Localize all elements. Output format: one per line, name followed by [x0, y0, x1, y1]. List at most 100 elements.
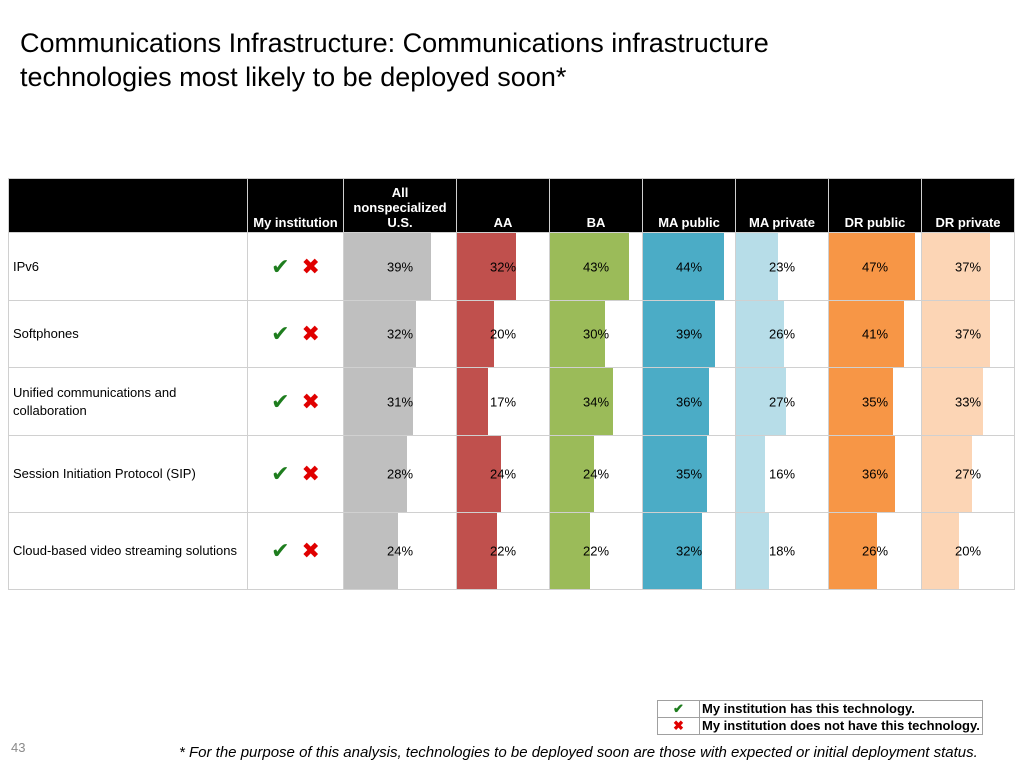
bar	[922, 233, 991, 300]
bar	[344, 368, 414, 435]
bar	[643, 436, 708, 512]
data-label: 36%	[675, 394, 703, 409]
bar	[550, 301, 606, 367]
page-number: 43	[11, 740, 26, 755]
my-institution-cell: ✔ ✖	[247, 367, 344, 436]
bar-cell: 34%	[549, 367, 643, 436]
my-institution-cell: ✔ ✖	[247, 300, 344, 368]
data-label: 31%	[386, 394, 414, 409]
bar	[550, 513, 591, 589]
series-header: MA private	[735, 178, 829, 233]
check-icon[interactable]: ✔	[271, 388, 290, 414]
bar-cell: 24%	[456, 435, 550, 513]
data-label: 47%	[861, 259, 889, 274]
bar-cell: 30%	[549, 300, 643, 368]
data-label: 35%	[675, 466, 703, 482]
legend: ✔ My institution has this technology. ✖ …	[657, 700, 983, 735]
check-icon[interactable]: ✔	[271, 461, 290, 486]
cross-icon[interactable]: ✖	[301, 321, 320, 346]
data-label: 39%	[386, 259, 414, 274]
all-us-header-line3: U.S.	[387, 215, 413, 230]
data-label: 39%	[675, 326, 703, 342]
data-label: 27%	[954, 466, 982, 482]
bar-cell: 43%	[549, 232, 643, 301]
category-header	[8, 178, 248, 233]
bar-cell: 22%	[456, 512, 550, 590]
legend-row-not-has: ✖ My institution does not have this tech…	[657, 717, 983, 735]
data-label: 32%	[675, 543, 703, 559]
bar-cell: 27%	[735, 367, 829, 436]
bar	[457, 301, 494, 367]
bar-cell: 26%	[735, 300, 829, 368]
bar-cell: 35%	[828, 367, 922, 436]
bar	[457, 368, 489, 435]
bar-cell: 23%	[735, 232, 829, 301]
bar-cell: 33%	[921, 367, 1015, 436]
cross-icon[interactable]: ✖	[301, 538, 320, 563]
data-label: 17%	[489, 394, 517, 409]
table-header-row: My institution All nonspecialized U.S. A…	[8, 178, 1015, 233]
my-institution-cell: ✔ ✖	[247, 435, 344, 513]
bar	[643, 368, 710, 435]
check-icon[interactable]: ✔	[271, 321, 290, 346]
bar-cell: 36%	[642, 367, 736, 436]
data-label: 43%	[582, 259, 610, 274]
bar-cell: 31%	[343, 367, 457, 436]
check-icon[interactable]: ✔	[271, 538, 290, 563]
bar-cell: 17%	[456, 367, 550, 436]
bar	[829, 301, 905, 367]
bar	[550, 436, 595, 512]
legend-not-has-label: My institution does not have this techno…	[699, 717, 983, 735]
data-label: 28%	[386, 466, 414, 482]
bar	[829, 513, 877, 589]
cross-icon[interactable]: ✖	[301, 388, 320, 414]
bar	[922, 436, 972, 512]
legend-cross-cell: ✖	[657, 717, 700, 735]
my-institution-header: My institution	[247, 178, 344, 233]
data-label: 24%	[582, 466, 610, 482]
bar	[457, 513, 498, 589]
check-icon[interactable]: ✔	[271, 253, 290, 279]
bar-cell: 18%	[735, 512, 829, 590]
bar-cell: 20%	[456, 300, 550, 368]
bar	[829, 233, 916, 300]
table-row: IPv6 ✔ ✖ 39% 32% 43% 44% 23% 47% 37%	[8, 232, 1015, 301]
page-title: Communications Infrastructure: Communica…	[20, 28, 769, 92]
cross-icon[interactable]: ✖	[301, 253, 320, 279]
bar	[736, 368, 786, 435]
category-label: Cloud-based video streaming solutions	[8, 512, 248, 590]
bar	[736, 233, 779, 300]
all-us-header-line1: All	[391, 185, 409, 200]
table-row: Cloud-based video streaming solutions ✔ ✖ 2…	[8, 512, 1015, 590]
bar-cell: 27%	[921, 435, 1015, 513]
bar	[922, 513, 959, 589]
data-label: 30%	[582, 326, 610, 342]
bar-cell: 37%	[921, 300, 1015, 368]
data-label: 44%	[675, 259, 703, 274]
my-institution-cell: ✔ ✖	[247, 512, 344, 590]
legend-row-has: ✔ My institution has this technology.	[657, 700, 983, 718]
bar-cell: 28%	[343, 435, 457, 513]
table-row: Unified communications and collaboration…	[8, 367, 1015, 436]
cross-icon: ✖	[673, 718, 684, 733]
legend-check-cell: ✔	[657, 700, 700, 718]
data-label: 22%	[489, 543, 517, 559]
data-label: 36%	[861, 466, 889, 482]
bar-cell: 26%	[828, 512, 922, 590]
data-label: 24%	[386, 543, 414, 559]
data-label: 20%	[954, 543, 982, 559]
data-label: 16%	[768, 466, 796, 482]
check-icon: ✔	[673, 701, 684, 716]
bar-cell: 32%	[642, 512, 736, 590]
table-row: Softphones ✔ ✖ 32% 20% 30% 39% 26% 41% 37%	[8, 300, 1015, 368]
bar-cell: 24%	[549, 435, 643, 513]
all-us-header-line2: nonspecialized	[353, 200, 447, 215]
all-us-header: All nonspecialized U.S.	[343, 178, 457, 233]
cross-icon[interactable]: ✖	[301, 461, 320, 486]
technology-table: My institution All nonspecialized U.S. A…	[8, 178, 1015, 590]
table-row: Session Initiation Protocol (SIP) ✔ ✖ 28% 24…	[8, 435, 1015, 513]
bar-cell: 24%	[343, 512, 457, 590]
bar	[736, 436, 766, 512]
bar	[344, 233, 432, 300]
data-label: 41%	[861, 326, 889, 342]
